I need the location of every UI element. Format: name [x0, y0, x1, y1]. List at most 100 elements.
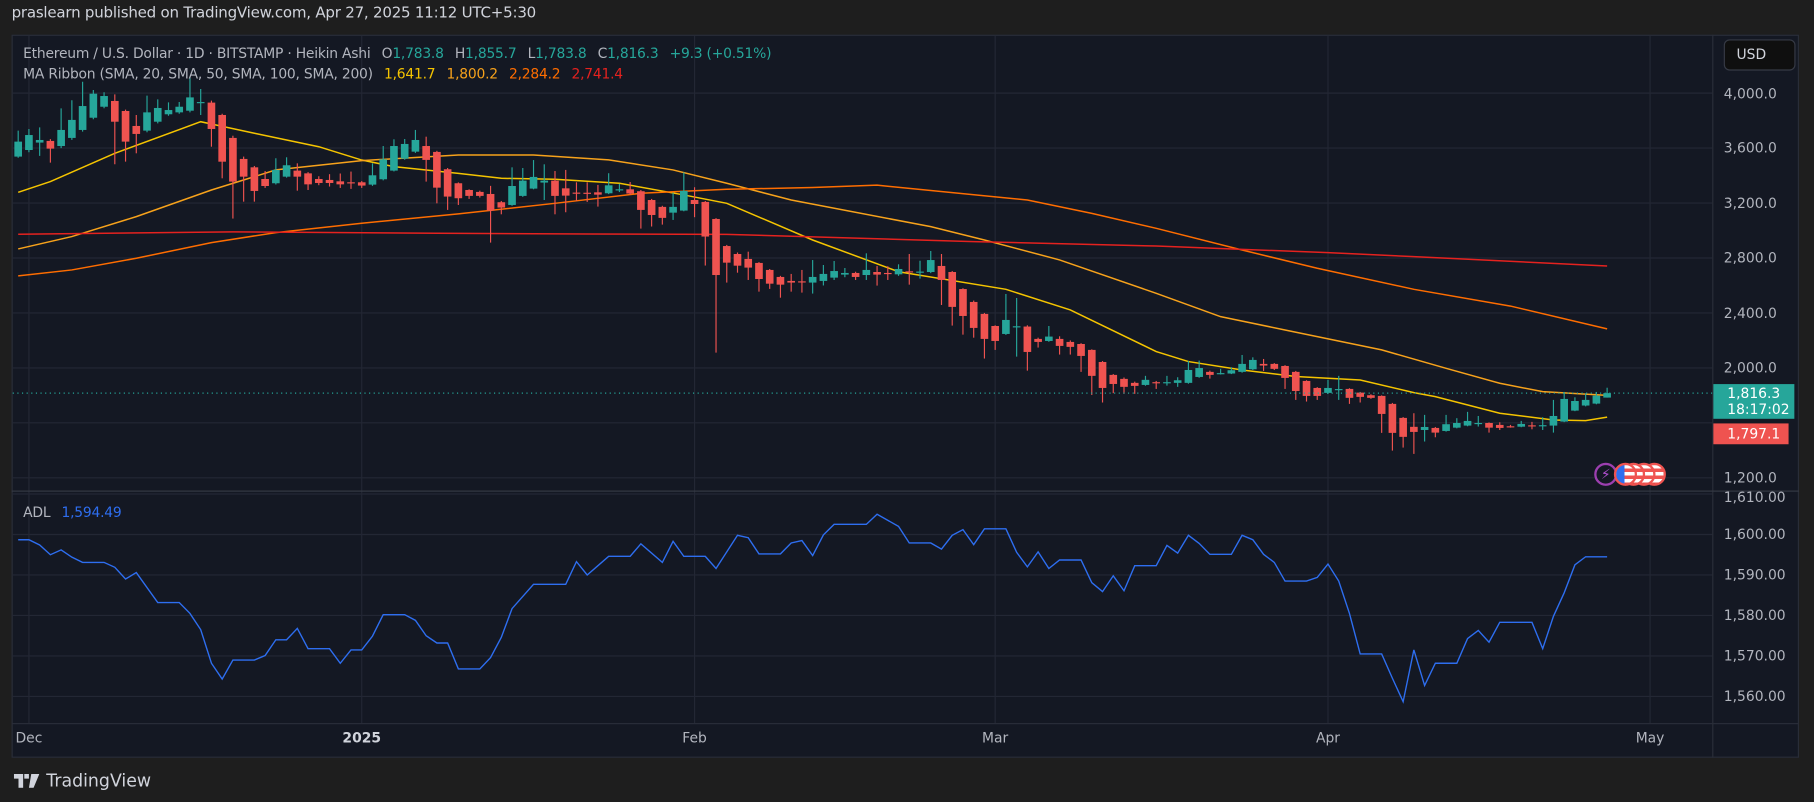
candle	[1603, 387, 1611, 398]
candle	[336, 173, 345, 188]
candle-body	[196, 102, 205, 104]
ma-legend: MA Ribbon (SMA, 20, SMA, 50, SMA, 100, S…	[23, 66, 623, 82]
ma-ribbon-title[interactable]: MA Ribbon (SMA, 20, SMA, 50, SMA, 100, S…	[23, 65, 373, 83]
candle	[540, 164, 549, 201]
candle	[529, 160, 538, 190]
candle-body	[680, 190, 688, 211]
sma20-value: 1,641.7	[383, 65, 436, 83]
candle-body	[615, 189, 624, 191]
economic-events[interactable]: ⚡	[1594, 462, 1687, 488]
candle-body	[851, 272, 860, 277]
adl-tick-label: 1,600.00	[1723, 526, 1786, 543]
candle	[518, 168, 527, 197]
adl-title[interactable]: ADL	[23, 504, 51, 521]
candle	[712, 218, 720, 353]
candle	[218, 113, 226, 179]
candle	[1549, 399, 1558, 433]
candle	[1098, 361, 1107, 403]
candle	[926, 250, 935, 274]
candle-body	[186, 97, 194, 111]
candle-body	[1538, 425, 1547, 427]
candle	[1420, 414, 1429, 442]
candle	[937, 254, 946, 305]
high-label: H	[454, 45, 466, 62]
candle-body	[57, 129, 65, 147]
candle-body	[926, 260, 935, 273]
candle	[1259, 358, 1268, 371]
candle-body	[272, 169, 280, 184]
candle	[572, 182, 581, 201]
time-tick-label: Mar	[982, 730, 1009, 747]
candle	[368, 163, 377, 186]
candle-body	[690, 200, 699, 204]
candle-body	[540, 180, 549, 183]
pane-separator[interactable]	[11, 490, 1799, 492]
candle	[1120, 377, 1128, 394]
candle-body	[239, 158, 248, 177]
candle-body	[1313, 387, 1322, 396]
candle	[1495, 422, 1504, 430]
candle-body	[787, 280, 795, 283]
candle-body	[1034, 338, 1042, 342]
candle-body	[862, 269, 871, 276]
candle	[110, 94, 119, 165]
candle-body	[411, 139, 420, 152]
candle-body	[25, 135, 33, 151]
candle-body	[132, 125, 141, 134]
candle-body	[551, 180, 559, 196]
candle-body	[991, 325, 999, 341]
candle	[1206, 370, 1214, 379]
candle-body	[14, 141, 23, 157]
candle-body	[594, 192, 602, 195]
candle-body	[304, 173, 312, 185]
sma-line-sma200	[18, 231, 1608, 267]
candle-body	[400, 143, 409, 159]
candle-body	[110, 100, 119, 122]
candle	[1173, 377, 1182, 387]
candle	[1238, 354, 1246, 373]
candle-body	[1281, 365, 1289, 378]
candle-body	[1410, 426, 1418, 432]
candle-body	[1452, 422, 1461, 428]
adl-value: 1,594.49	[61, 504, 122, 521]
candle-body	[218, 114, 226, 162]
candle-body	[798, 281, 806, 283]
candle	[851, 271, 860, 280]
candle-body	[390, 146, 398, 171]
candle	[755, 262, 763, 292]
price-tick-label: 2,400.0	[1723, 304, 1777, 322]
candle-body	[100, 96, 108, 107]
candle-body	[1431, 427, 1440, 433]
candle	[304, 172, 312, 190]
candle-body	[572, 192, 581, 194]
candle	[1055, 336, 1064, 355]
candle	[1506, 424, 1515, 428]
candle	[1581, 393, 1590, 407]
us-flag-icon[interactable]	[1613, 462, 1638, 486]
candle-body	[1163, 382, 1171, 384]
candle	[207, 100, 216, 147]
candle-body	[164, 110, 173, 115]
candle	[1066, 340, 1075, 355]
tradingview-logo[interactable]: TradingView	[13, 770, 151, 791]
candle-body	[905, 271, 914, 273]
candle-body	[1216, 373, 1225, 375]
candle-body	[1334, 389, 1343, 391]
candle	[1087, 349, 1096, 395]
candle	[669, 192, 677, 220]
price-tick-label: 3,200.0	[1723, 194, 1777, 212]
candle	[1184, 360, 1193, 384]
candle-body	[776, 276, 785, 285]
candle	[1528, 421, 1536, 430]
candle	[1249, 357, 1257, 370]
currency-button[interactable]: USD	[1723, 39, 1796, 71]
symbol-title[interactable]: Ethereum / U.S. Dollar · 1D · BITSTAMP ·…	[23, 45, 371, 62]
chart-frame[interactable]	[11, 34, 1799, 758]
candle	[1034, 337, 1042, 348]
candle-body	[1141, 379, 1150, 385]
sma-line-sma20	[17, 120, 1608, 422]
candle	[132, 114, 141, 154]
candle	[57, 108, 65, 149]
candle-body	[948, 272, 957, 307]
